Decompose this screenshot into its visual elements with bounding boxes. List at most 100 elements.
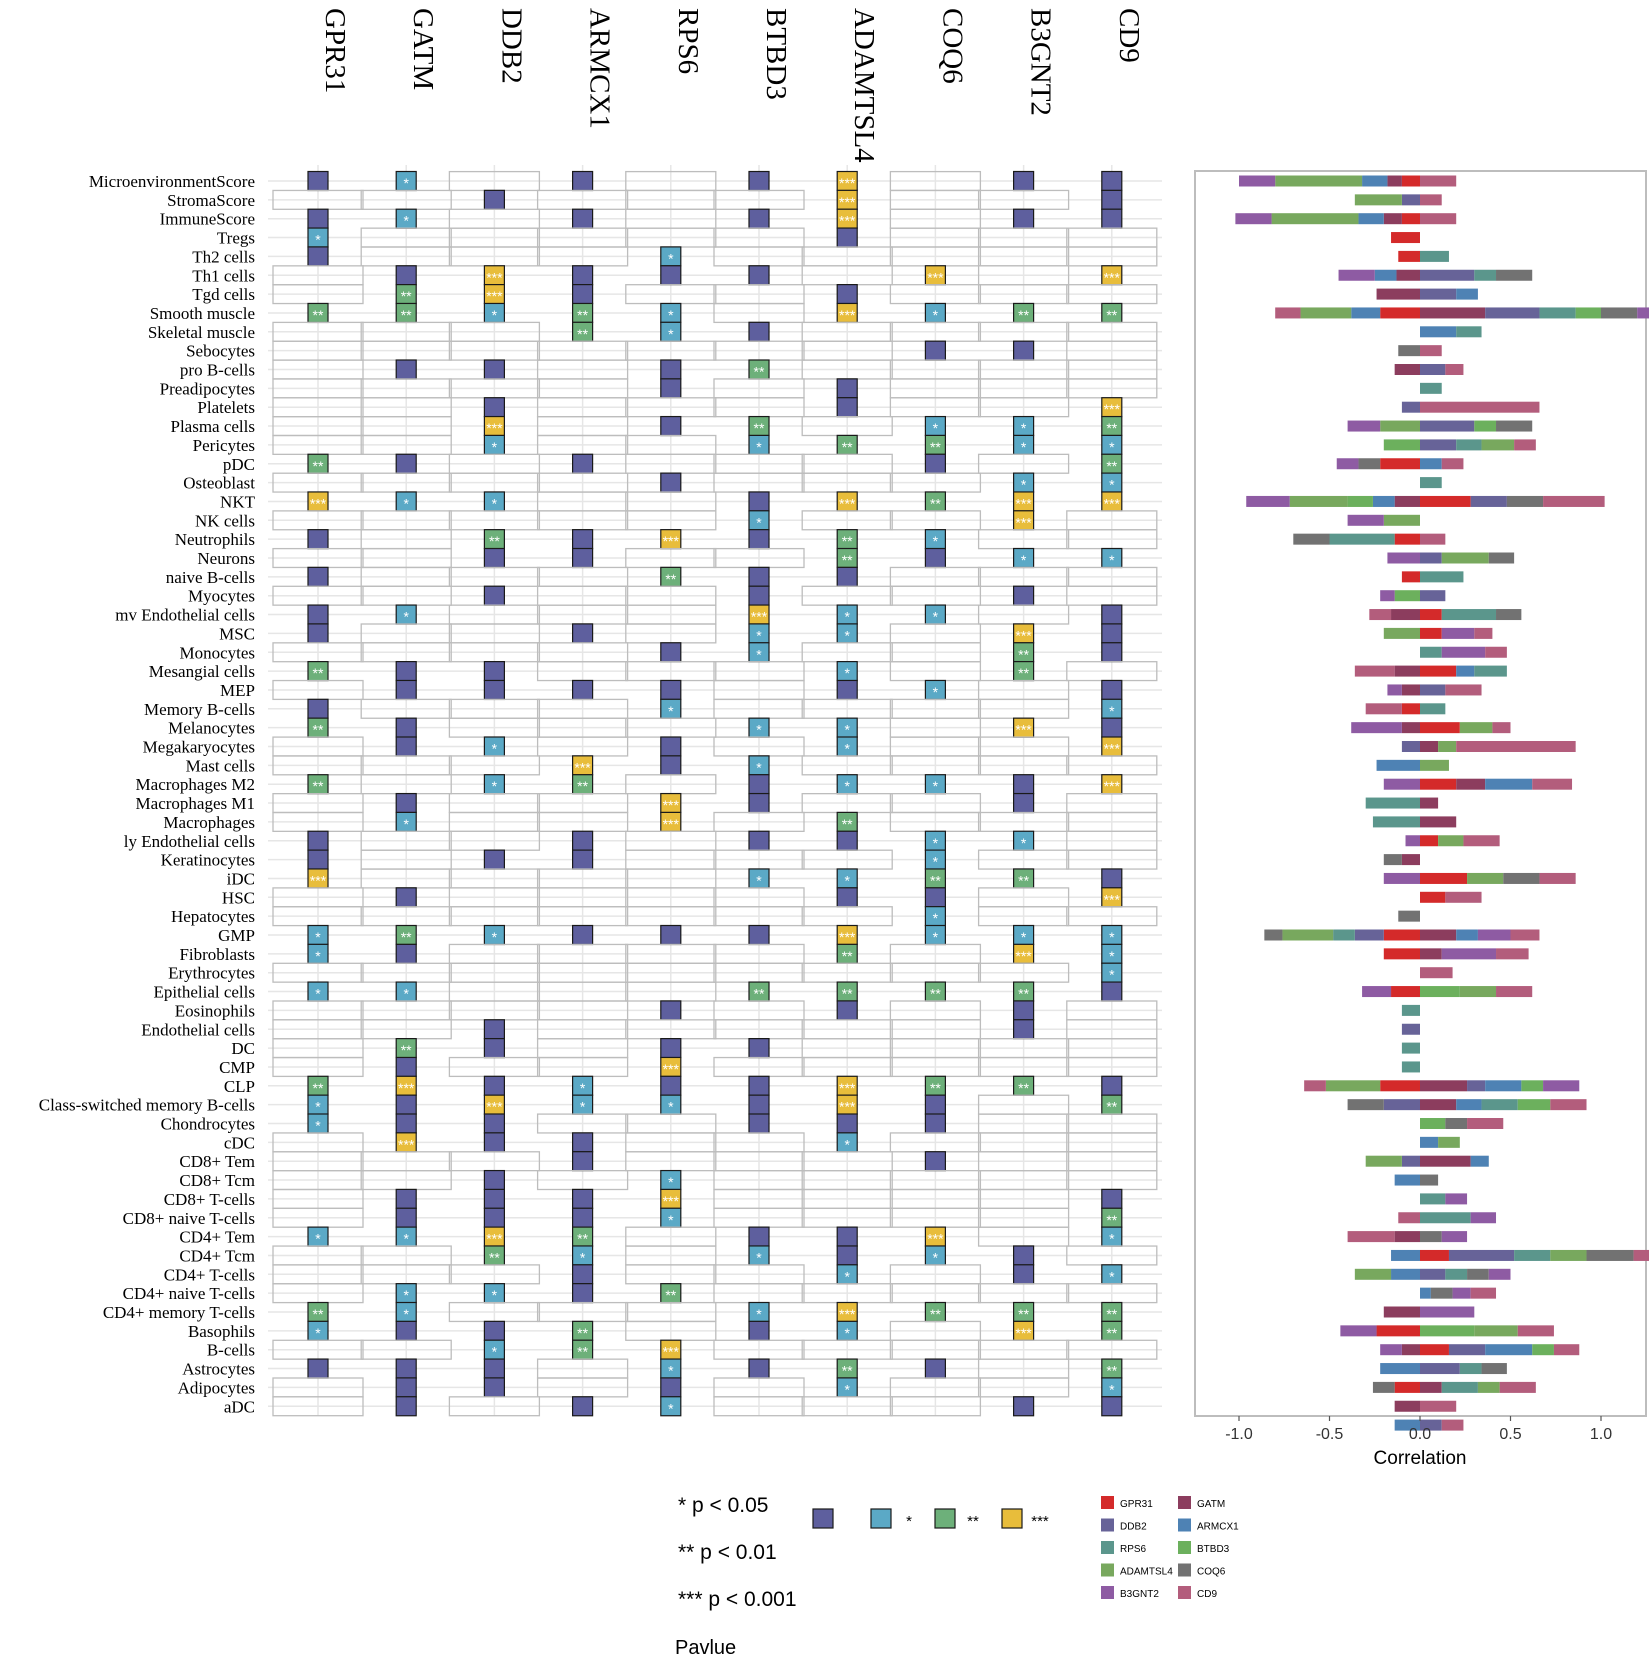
- heatmap-tile: [307, 604, 329, 625]
- bar-segment: [1376, 288, 1420, 300]
- bar-segment: [1496, 269, 1533, 281]
- significance-star: ***: [839, 495, 856, 511]
- bar-segment: [1420, 835, 1439, 847]
- bar-segment: [1488, 552, 1515, 564]
- heatmap-tile: [571, 1188, 594, 1210]
- heatmap-tile: [395, 660, 417, 682]
- bar-segment: [1441, 1381, 1478, 1393]
- bar-segment: [1383, 213, 1402, 225]
- bar-segment: [1387, 175, 1402, 187]
- bar-segment: [1420, 759, 1449, 771]
- heatmap-tile: [307, 698, 329, 719]
- row-label: Class-switched memory B-cells: [39, 1096, 255, 1115]
- bar-segment: [1264, 929, 1283, 941]
- heatmap-tile: [836, 679, 858, 701]
- bar-segment: [1394, 1174, 1420, 1186]
- heatmap-tile: [571, 849, 594, 870]
- heatmap-tile: [571, 679, 594, 701]
- significance-star: **: [1106, 1325, 1117, 1341]
- heatmap-tile: [307, 623, 329, 644]
- significance-star: **: [313, 458, 324, 474]
- bar-segment: [1394, 665, 1420, 677]
- significance-star: ***: [486, 269, 503, 285]
- bar-segment: [1485, 778, 1533, 790]
- heatmap-tile: [395, 359, 417, 380]
- bar-segment: [1543, 1080, 1580, 1092]
- row-label: Macrophages: [163, 813, 255, 832]
- significance-star: **: [1018, 646, 1029, 662]
- row-label: naive B-cells: [166, 568, 255, 587]
- heatmap-tile: [660, 924, 682, 946]
- bar-segment: [1329, 533, 1395, 545]
- row-label: ly Endothelial cells: [124, 832, 255, 851]
- significance-star: **: [842, 948, 853, 964]
- bar-chart-ticks: -1.0 -0.5 0.0 0.5 1.0: [1225, 1416, 1612, 1443]
- bar-segment: [1376, 759, 1420, 771]
- bar-segment: [1365, 1155, 1402, 1167]
- heatmap-tile: [836, 887, 858, 908]
- significance-star: *: [403, 609, 409, 625]
- significance-star: ***: [1104, 891, 1121, 907]
- heatmap-tile: [571, 1207, 594, 1228]
- bar-segment: [1539, 307, 1576, 319]
- heatmap-tile: [1012, 774, 1035, 795]
- row-label: Neurons: [197, 549, 255, 568]
- significance-star: **: [313, 778, 324, 794]
- heatmap-tile: [1101, 1188, 1123, 1210]
- bar-segment: [1383, 627, 1420, 639]
- heatmap-tile: [748, 170, 770, 192]
- bar-segment: [1488, 1268, 1511, 1280]
- x-tick-label: 0.5: [1499, 1426, 1521, 1443]
- significance-star: *: [315, 986, 321, 1002]
- significance-star: ***: [574, 759, 591, 775]
- bar-segment: [1420, 175, 1457, 187]
- significance-star: **: [577, 778, 588, 794]
- heatmap-tile: [395, 792, 417, 814]
- bar-segment: [1492, 722, 1511, 734]
- heatmap-tile: [1012, 792, 1035, 814]
- bar-segment: [1394, 495, 1420, 507]
- bar-segment: [1467, 1268, 1489, 1280]
- row-label: Memory B-cells: [144, 700, 255, 719]
- significance-star: **: [1018, 1080, 1029, 1096]
- bar-segment: [1496, 420, 1533, 432]
- heatmap-tile: [1101, 981, 1123, 1002]
- row-label: Sebocytes: [186, 342, 255, 361]
- significance-star: *: [668, 307, 674, 323]
- gene-legend-label: DDB2: [1120, 1522, 1147, 1533]
- row-label: Monocytes: [179, 643, 255, 662]
- heatmap-tile: [395, 1207, 417, 1228]
- row-label: CLP: [224, 1077, 255, 1096]
- heatmap-tile: [660, 642, 682, 663]
- heatmap-tile: [1012, 340, 1035, 361]
- heatmap-tile: [395, 1377, 417, 1398]
- heatmap-tile: [395, 265, 417, 286]
- bar-segment: [1401, 1023, 1420, 1035]
- heatmap-tile: [748, 830, 770, 851]
- bar-segment: [1383, 1306, 1420, 1318]
- bar-segment: [1420, 1419, 1442, 1431]
- significance-star: ***: [839, 1306, 856, 1322]
- significance-star: *: [315, 948, 321, 964]
- significance-star: *: [844, 741, 850, 757]
- heatmap-tile: [1012, 170, 1035, 192]
- bar-segment: [1456, 326, 1482, 338]
- significance-star: *: [844, 1381, 850, 1397]
- heatmap-tile: [483, 1377, 505, 1398]
- heatmap-tile: [395, 1188, 417, 1210]
- significance-star: **: [489, 1249, 500, 1265]
- significance-star: *: [492, 929, 498, 945]
- significance-star: *: [933, 929, 939, 945]
- bar-segment: [1420, 326, 1457, 338]
- bar-segment: [1246, 495, 1290, 507]
- legend-key-label: ***: [1031, 1513, 1049, 1530]
- heatmap-tile: [483, 1169, 505, 1191]
- heatmap-tile: [748, 529, 770, 550]
- heatmap-tile: [307, 566, 329, 587]
- significance-star: **: [313, 307, 324, 323]
- heatmap-cells: * ******* ******** *** ***** ***** ** * ** * *** * *…: [272, 170, 1158, 1417]
- significance-star: *: [315, 1325, 321, 1341]
- bar-segment: [1456, 439, 1482, 451]
- bar-segment: [1401, 213, 1420, 225]
- heatmap-tile: [660, 359, 682, 380]
